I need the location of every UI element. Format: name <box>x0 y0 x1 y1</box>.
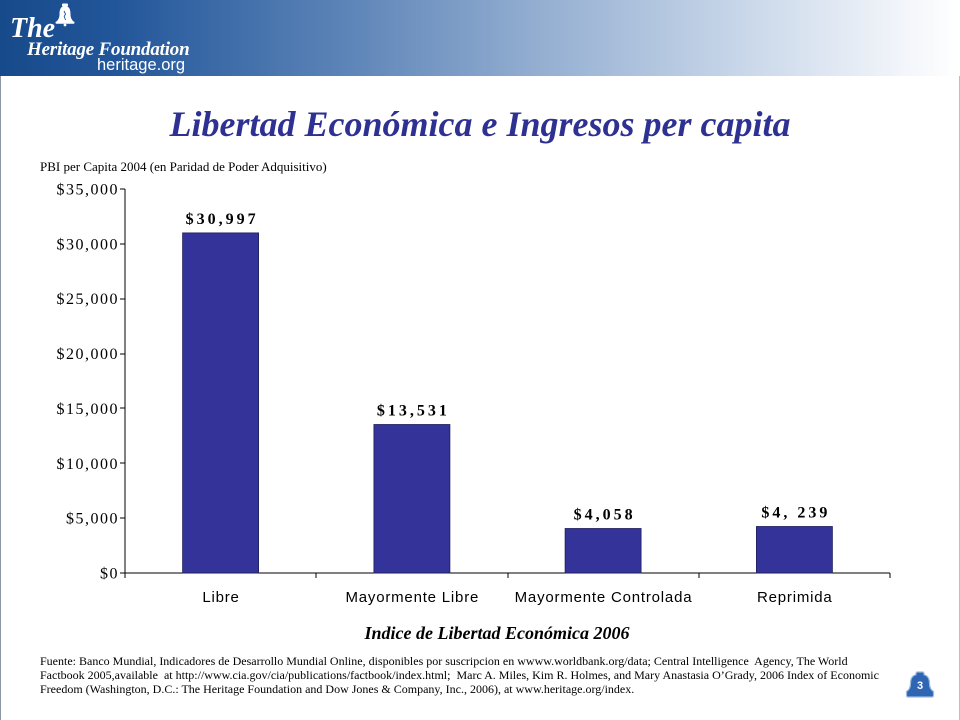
data-label: $4, 239 <box>761 505 830 522</box>
logo-the: The <box>10 13 56 44</box>
y-tick-label: $5,000 <box>66 511 119 528</box>
bar-reprimida <box>756 526 833 574</box>
y-tick-label: $25,000 <box>57 291 120 308</box>
category-label: Mayormente Controlada <box>515 589 693 606</box>
bar-mayormente-controlada <box>564 528 642 574</box>
source-note: Fuente: Banco Mundial, Indicadores de De… <box>40 654 879 696</box>
y-axis-title: PBI per Capita 2004 (en Paridad de Poder… <box>40 159 327 174</box>
data-labels: $30,997 $13,531 $4,058 $4, 239 <box>186 211 830 524</box>
category-label: Libre <box>202 589 239 606</box>
bar-mayormente-libre <box>373 424 451 574</box>
y-tick-label: $35,000 <box>57 182 120 199</box>
bar-libre <box>182 232 260 574</box>
category-labels: Libre Mayormente Libre Mayormente Controla… <box>202 589 833 606</box>
slide-border-left <box>0 76 1 720</box>
source-line: Factbook 2005,available at http://www.ci… <box>40 668 879 682</box>
bell-icon <box>905 671 935 698</box>
y-tick-label: $0 <box>100 566 119 583</box>
y-axis-ticks: $0 $5,000 $10,000 $15,000 $20,000 $25,000 $30,… <box>57 182 125 583</box>
y-tick-label: $15,000 <box>57 401 120 418</box>
category-label: Mayormente Libre <box>345 589 479 606</box>
source-line: Freedom (Washington, D.C.: The Heritage … <box>40 682 635 696</box>
y-tick-label: $30,000 <box>57 236 120 253</box>
x-axis-title: Indice de Libertad Económica 2006 <box>364 623 630 643</box>
header-banner: The Heritage Foundation heritage.org <box>0 0 960 76</box>
source-line: Fuente: Banco Mundial, Indicadores de De… <box>40 654 848 668</box>
x-axis-ticks <box>124 573 891 578</box>
data-label: $4,058 <box>574 507 636 524</box>
logo-name: Heritage Foundation <box>27 39 190 60</box>
bar-series <box>182 232 833 574</box>
liberty-bell-icon <box>55 3 75 27</box>
y-tick-label: $10,000 <box>57 456 120 473</box>
page-number-badge: 3 <box>905 671 935 698</box>
y-tick-label: $20,000 <box>57 346 120 363</box>
data-label: $13,531 <box>377 403 450 420</box>
category-label: Reprimida <box>757 589 833 606</box>
page-number: 3 <box>916 680 924 692</box>
data-label: $30,997 <box>186 211 259 228</box>
logo-site: heritage.org <box>97 56 186 74</box>
slide-title: Libertad Económica e Ingresos per capita <box>169 104 791 144</box>
